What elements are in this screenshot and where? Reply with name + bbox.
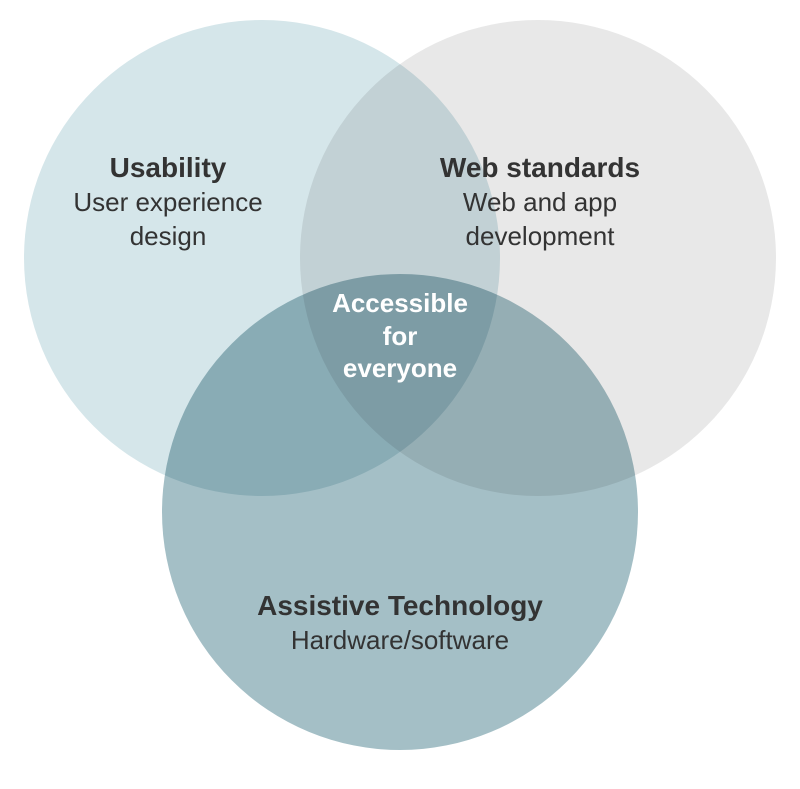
center-line-3: everyone	[310, 352, 490, 385]
usability-title: Usability	[73, 150, 263, 186]
center-line-1: Accessible	[310, 287, 490, 320]
label-web-standards: Web standards Web and app development	[435, 150, 645, 254]
usability-subtitle: User experience design	[73, 186, 263, 254]
label-assistive-technology: Assistive Technology Hardware/software	[240, 588, 560, 658]
center-line-2: for	[310, 320, 490, 353]
assistive-subtitle: Hardware/software	[240, 624, 560, 658]
venn-diagram: Usability User experience design Web sta…	[0, 0, 800, 789]
assistive-title: Assistive Technology	[240, 588, 560, 624]
label-usability: Usability User experience design	[73, 150, 263, 254]
web-standards-title: Web standards	[435, 150, 645, 186]
label-center: Accessible for everyone	[310, 287, 490, 385]
web-standards-subtitle: Web and app development	[435, 186, 645, 254]
